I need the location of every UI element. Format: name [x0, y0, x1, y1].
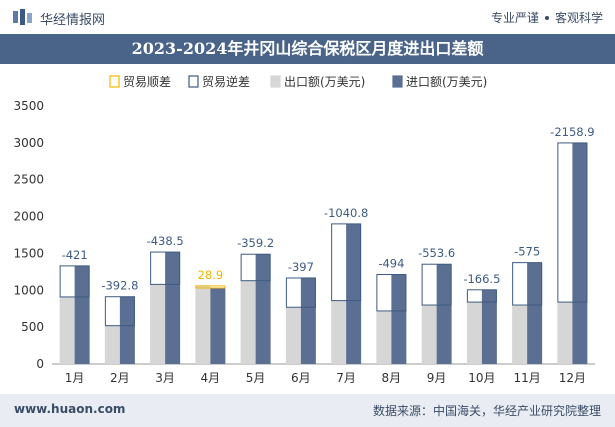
y-tick-label-0: 0 [36, 357, 44, 371]
y-tick-label-2: 1000 [13, 283, 44, 297]
chart: 贸易顺差 贸易逆差 出口额(万美元) 进口额(万美元) 0 500 1000 1500 200… [13, 74, 595, 385]
balance-label-11: -575 [514, 245, 540, 259]
y-tick-label-5: 2500 [13, 173, 44, 187]
balance-label-5: -359.2 [237, 236, 274, 250]
axes: 0 500 1000 1500 2000 2500 3000 3500 1月 2月 3月 4月 5月 6月… [13, 99, 595, 385]
balance-bar-7 [331, 223, 362, 302]
export-bar-8 [376, 310, 392, 364]
balance-label-2: -392.8 [101, 279, 138, 293]
balance-bar-2 [104, 296, 135, 327]
footer-source: 数据来源：中国海关，华经产业研究院整理 [372, 404, 601, 418]
balance-bar-9 [421, 263, 452, 306]
separator-dot-icon [544, 15, 549, 20]
balance-bar-5 [240, 253, 271, 282]
legend-label-1: 贸易顺差 [123, 75, 171, 89]
x-tick-label-5: 5月 [246, 371, 266, 385]
legend: 贸易顺差 贸易逆差 出口额(万美元) 进口额(万美元) [109, 74, 487, 89]
data-labels: -421 -392.8 -438.5 28.9 -359.2 -397 -1040.8 -49… [62, 125, 595, 293]
y-tick-label-1: 500 [21, 320, 44, 334]
balance-bar-10 [466, 289, 497, 303]
export-bar-6 [285, 307, 301, 364]
export-bar-5 [240, 280, 256, 364]
title-bar: 2023-2024年井冈山综合保税区月度进出口差额 [0, 34, 615, 64]
balance-label-1: -421 [62, 248, 88, 262]
y-tick-label-7: 3500 [13, 99, 44, 113]
chart-title: 2023-2024年井冈山综合保税区月度进出口差额 [131, 39, 484, 58]
legend-swatch-3 [270, 75, 281, 88]
x-tick-label-11: 11月 [513, 371, 540, 385]
export-bar-2 [104, 325, 120, 364]
x-tick-label-9: 9月 [427, 371, 447, 385]
x-tick-label-10: 10月 [468, 371, 495, 385]
header-tags: 专业严谨 客观科学 [491, 9, 603, 26]
balance-label-10: -166.5 [463, 272, 500, 286]
export-bar-9 [421, 305, 437, 364]
export-bar-1 [59, 296, 75, 364]
balance-bar-4 [195, 285, 226, 289]
x-tick-label-12: 12月 [559, 371, 586, 385]
import-bar-10 [481, 289, 497, 364]
legend-label-4: 进口额(万美元) [406, 75, 487, 89]
balance-label-9: -553.6 [418, 246, 455, 260]
top-bar: 华经情报网 专业严谨 客观科学 [0, 0, 615, 34]
legend-swatch-4 [392, 75, 403, 88]
brand-name: 华经情报网 [40, 13, 106, 28]
import-bar-5 [255, 254, 271, 364]
balance-label-3: -438.5 [147, 234, 184, 248]
legend-label-3: 出口额(万美元) [284, 75, 365, 89]
import-bar-12 [572, 142, 588, 364]
y-tick-label-3: 1500 [13, 246, 44, 260]
balance-label-4: 28.9 [198, 268, 224, 282]
x-tick-label-4: 4月 [201, 371, 221, 385]
export-bar-3 [150, 284, 166, 364]
export-bar-10 [466, 302, 482, 364]
x-tick-label-1: 1月 [65, 371, 85, 385]
export-bar-7 [331, 300, 347, 364]
import-bar-9 [436, 264, 452, 364]
import-bar-3 [165, 252, 181, 364]
x-tick-label-3: 3月 [155, 371, 175, 385]
footer-website: www.huaon.com [14, 402, 126, 416]
balance-label-8: -494 [378, 257, 404, 271]
bars [59, 142, 588, 364]
import-bar-4 [210, 287, 226, 364]
export-bar-12 [557, 302, 573, 364]
x-tick-label-6: 6月 [291, 371, 311, 385]
balance-label-12: -2158.9 [550, 125, 594, 139]
import-bar-6 [300, 277, 316, 364]
legend-swatch-2 [188, 75, 199, 88]
balance-bar-8 [376, 274, 407, 312]
import-bar-1 [74, 265, 90, 364]
x-tick-label-7: 7月 [336, 371, 356, 385]
export-bar-11 [512, 305, 528, 364]
y-tick-label-6: 3000 [13, 136, 44, 150]
import-bar-8 [391, 274, 407, 364]
legend-swatch-1 [109, 75, 120, 88]
header-tag-2: 客观科学 [554, 11, 603, 25]
balance-bar-6 [285, 277, 316, 308]
balance-bar-12 [557, 142, 588, 303]
brand-logo-icon [13, 9, 32, 25]
header-tag-1: 专业严谨 [490, 11, 539, 25]
balance-label-6: -397 [288, 260, 314, 274]
x-tick-label-2: 2月 [110, 371, 130, 385]
export-bar-4 [195, 285, 211, 364]
y-tick-label-4: 2000 [13, 210, 44, 224]
balance-label-7: -1040.8 [324, 206, 368, 220]
x-tick-label-8: 8月 [382, 371, 402, 385]
legend-label-2: 贸易逆差 [202, 74, 250, 89]
balance-bar-11 [512, 262, 543, 306]
balance-bar-1 [59, 265, 90, 298]
balance-bar-3 [150, 251, 181, 285]
import-bar-7 [346, 223, 362, 364]
footer: www.huaon.com 数据来源：中国海关，华经产业研究院整理 [0, 394, 615, 427]
import-bar-2 [119, 296, 135, 364]
import-bar-11 [527, 262, 543, 364]
